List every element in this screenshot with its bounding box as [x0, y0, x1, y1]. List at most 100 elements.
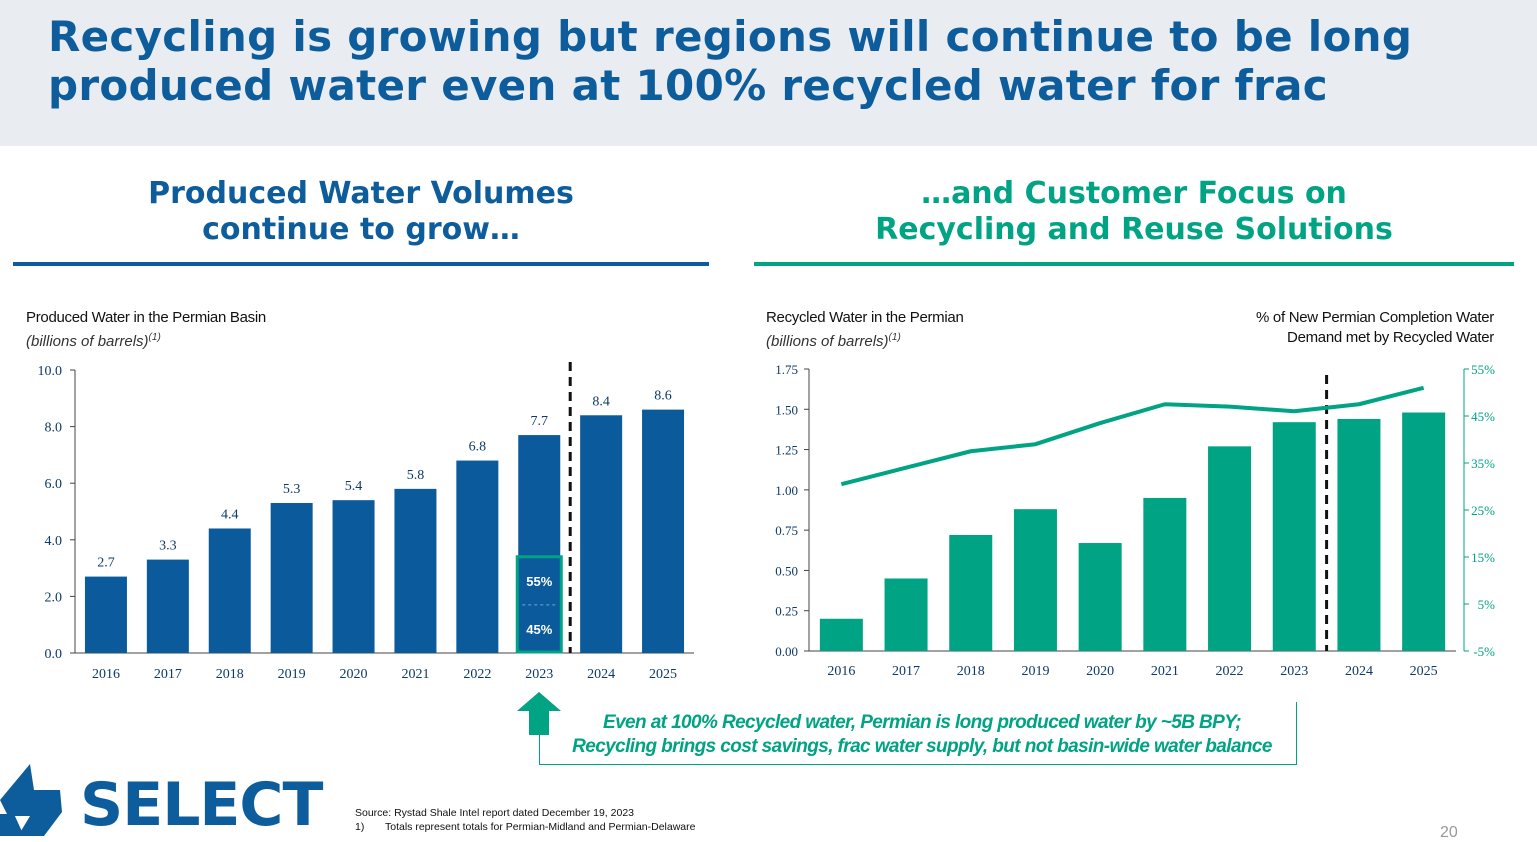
left-y-tick-label: 8.0: [45, 421, 63, 436]
left-bar: [456, 460, 499, 653]
recycled-share-line: [840, 385, 1425, 487]
callout-line2: Recycling brings cost savings, frac wate…: [572, 736, 1272, 757]
right-y2-tick-label: 25%: [1471, 503, 1495, 518]
right-bar: [1013, 509, 1057, 651]
slide-title: Recycling is growing but regions will co…: [48, 12, 1413, 110]
left-heading-line1: Produced Water Volumes: [148, 176, 574, 211]
footnote-text: Totals represent totals for Permian-Midl…: [385, 821, 696, 833]
right-bar: [884, 578, 928, 651]
left-value-label: 4.4: [221, 507, 239, 522]
right-y2-tick-label: -5%: [1473, 644, 1495, 659]
left-value-label: 8.6: [654, 389, 672, 404]
right-y-tick-label: 0.25: [775, 604, 798, 619]
left-y-tick-label: 6.0: [45, 477, 63, 492]
right-x-tick-label: 2017: [892, 664, 920, 679]
right-y-tick-label: 0.50: [775, 563, 798, 578]
callout-text: Even at 100% Recycled water, Permian is …: [539, 711, 1305, 759]
page-number: 20: [1440, 824, 1458, 841]
produced-water-chart: 0.0 2.0 4.0 6.0 8.0 10.0 2.7 2016 3.3 2017 4.4 2018…: [38, 362, 694, 682]
highlight-box: [515, 555, 563, 654]
left-x-tick-label: 2021: [401, 667, 429, 682]
left-bar: [332, 500, 375, 653]
right-x-tick-label: 2020: [1086, 664, 1114, 679]
left-heading-line2: continue to grow…: [202, 212, 520, 247]
callout-line1: Even at 100% Recycled water, Permian is …: [603, 712, 1242, 733]
right-y2-tick-label: 55%: [1471, 362, 1495, 377]
right-x-tick-label: 2021: [1151, 664, 1179, 679]
right-bar: [1337, 418, 1381, 651]
left-x-tick-label: 2022: [463, 667, 491, 682]
left-value-label: 5.3: [283, 482, 301, 497]
right-heading-rule: [754, 262, 1514, 266]
right-y-tick-label: 1.75: [775, 362, 798, 377]
right-y-tick-label: 1.25: [775, 443, 798, 458]
right-y2-tick-label: 5%: [1478, 597, 1496, 612]
footnote-number: 1): [355, 821, 365, 833]
left-bar: [208, 528, 251, 653]
header-band: [0, 0, 1537, 146]
left-bar: [642, 409, 685, 653]
left-x-tick-label: 2024: [587, 667, 615, 682]
right-y-tick-label: 1.50: [775, 402, 798, 417]
left-chart-title: Produced Water in the Permian Basin: [26, 309, 266, 326]
left-bar: [270, 503, 313, 653]
left-heading-rule: [13, 262, 709, 266]
left-value-label: 2.7: [97, 556, 115, 571]
right-bar: [949, 534, 993, 651]
y2-title-line1: % of New Permian Completion Water: [1256, 309, 1494, 326]
left-chart-subtitle-text: (billions of barrels): [26, 333, 149, 350]
right-y-tick-label: 0.75: [775, 523, 798, 538]
left-bar: [394, 488, 437, 653]
left-value-label: 7.7: [531, 414, 549, 429]
y2-title-line2: Demand met by Recycled Water: [1287, 329, 1494, 346]
right-chart-y2-title: % of New Permian Completion Water Demand…: [1256, 308, 1494, 348]
left-x-tick-label: 2018: [216, 667, 244, 682]
source-note: Source: Rystad Shale Intel report dated …: [355, 807, 634, 819]
left-value-label: 6.8: [469, 440, 487, 455]
right-y2-tick-label: 35%: [1471, 456, 1495, 471]
right-x-tick-label: 2024: [1345, 664, 1373, 679]
right-x-tick-label: 2016: [827, 664, 855, 679]
highlight-lower-label: 45%: [526, 622, 552, 637]
left-bar: [146, 559, 189, 653]
right-bar: [1143, 497, 1187, 651]
right-bar: [1272, 422, 1316, 651]
left-x-tick-label: 2016: [92, 667, 120, 682]
left-x-tick-label: 2025: [649, 667, 677, 682]
left-x-tick-label: 2017: [154, 667, 182, 682]
right-chart-subtitle-sup: (1): [888, 332, 901, 343]
left-x-tick-label: 2019: [278, 667, 306, 682]
right-x-tick-label: 2023: [1280, 664, 1308, 679]
right-x-tick-label: 2019: [1021, 664, 1049, 679]
right-bar: [819, 618, 863, 651]
left-chart-subtitle-sup: (1): [148, 332, 161, 343]
right-x-tick-label: 2025: [1410, 664, 1438, 679]
right-chart-subtitle: (billions of barrels)(1): [766, 328, 901, 352]
callout-box: [539, 702, 1297, 765]
left-chart-subtitle: (billions of barrels)(1): [26, 328, 161, 352]
right-bar: [1078, 543, 1122, 651]
right-y2-tick-label: 15%: [1471, 550, 1495, 565]
recycled-water-chart: 0.00 0.25 0.50 0.75 1.00 1.25 1.50 1.75 -5% 5% 15%…: [775, 362, 1495, 679]
right-x-tick-label: 2018: [957, 664, 985, 679]
right-chart-subtitle-text: (billions of barrels): [766, 333, 889, 350]
left-bar: [84, 576, 127, 653]
right-y2-tick-label: 45%: [1471, 409, 1495, 424]
left-bar: [580, 415, 623, 653]
left-y-tick-label: 0.0: [45, 647, 63, 662]
right-chart-title: Recycled Water in the Permian: [766, 309, 964, 326]
left-y-tick-label: 4.0: [45, 534, 63, 549]
left-x-tick-label: 2023: [525, 667, 553, 682]
left-bar: [518, 435, 561, 653]
left-panel-heading: Produced Water Volumes continue to grow…: [13, 176, 709, 248]
right-heading-line2: Recycling and Reuse Solutions: [875, 212, 1393, 247]
select-logo-mark: [0, 764, 62, 836]
left-value-label: 8.4: [592, 394, 610, 409]
left-value-label: 5.8: [407, 468, 425, 483]
footnote: 1) Totals represent totals for Permian-Mi…: [355, 821, 695, 834]
right-panel-heading: …and Customer Focus on Recycling and Reu…: [754, 176, 1514, 248]
right-x-tick-label: 2022: [1216, 664, 1244, 679]
select-logo-text: SELECT: [80, 770, 323, 840]
right-y-tick-label: 1.00: [775, 483, 798, 498]
